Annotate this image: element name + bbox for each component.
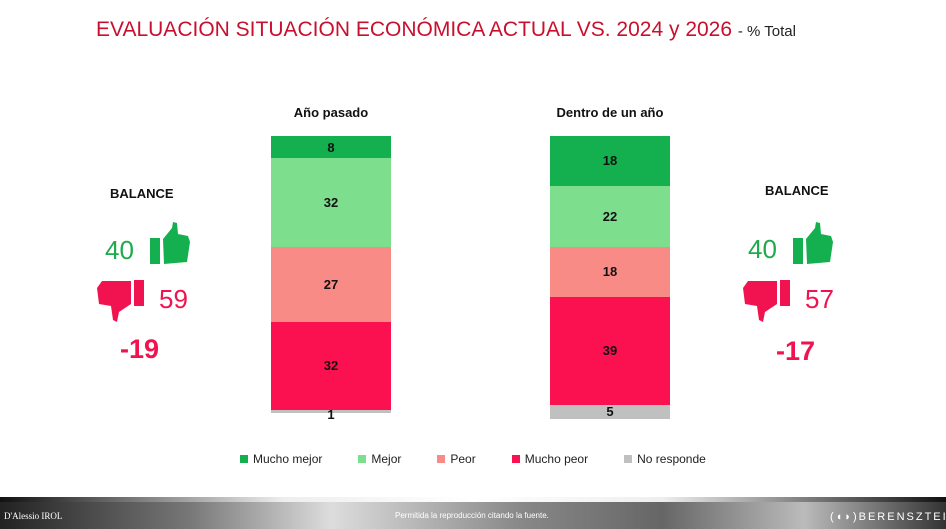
legend-item: Peor	[437, 452, 476, 466]
bar-segment-mejor: 32	[271, 158, 391, 247]
legend-item: Mejor	[358, 452, 401, 466]
berensztein-logo: (◖◗)BERENSZTEIN	[830, 511, 946, 523]
data-label: 39	[602, 343, 618, 359]
legend-swatch	[240, 455, 248, 463]
bar-segment-mejor: 22	[550, 185, 670, 247]
dalessio-logo: D'Alessio IROL	[4, 511, 63, 521]
footer: D'Alessio IROL Permitida la reproducción…	[0, 497, 946, 529]
legend-item: Mucho peor	[511, 452, 589, 466]
bar-segment-no-responde: 1	[271, 407, 391, 422]
balance-net-left: -19	[120, 334, 160, 364]
column-title-dentro-de-un-ano: Dentro de un año	[556, 105, 664, 120]
data-label: 22	[602, 208, 618, 224]
data-label: 8	[327, 139, 335, 155]
berensztein-logo-text: BERENSZTEIN	[858, 511, 946, 523]
legend-label: Mejor	[371, 452, 402, 466]
bar-segment-mucho-mejor: 8	[271, 136, 391, 159]
legend-label: No responde	[637, 452, 706, 466]
data-label: 5	[606, 404, 614, 420]
legend-label: Mucho mejor	[253, 452, 323, 466]
page-title: EVALUACIÓN SITUACIÓN ECONÓMICA ACTUAL VS…	[96, 18, 796, 42]
bar-segment-peor: 18	[550, 246, 670, 297]
data-label: 32	[323, 194, 339, 210]
legend-label: Peor	[450, 452, 476, 466]
balance-positive-right: 40	[748, 234, 777, 264]
bar-segment-mucho-mejor: 18	[550, 136, 670, 186]
column-title-ano-pasado: Año pasado	[293, 105, 369, 120]
legend-label: Mucho peor	[524, 452, 589, 466]
thumbs-down-icon	[743, 280, 790, 322]
legend-swatch	[624, 455, 633, 463]
bar-segment-no-responde: 5	[550, 404, 670, 420]
title-suffix: - % Total	[737, 23, 796, 40]
legend-item: No responde	[624, 452, 706, 466]
footer-note: Permitida la reproducción citando la fue…	[395, 511, 549, 520]
balance-negative-left: 59	[159, 284, 188, 314]
data-label: 27	[323, 276, 339, 292]
balance-net-right: -17	[776, 336, 816, 366]
data-label: 32	[323, 358, 339, 374]
thumbs-up-icon	[150, 222, 190, 264]
legend-item: Mucho mejor	[240, 452, 322, 466]
balance-label-left: BALANCE	[110, 186, 174, 201]
thumbs-down-icon	[97, 280, 144, 322]
data-label: 18	[602, 153, 618, 169]
bar-segment-mucho-peor: 32	[271, 321, 391, 411]
bar-segment-peor: 27	[271, 246, 391, 322]
data-label: 18	[602, 264, 618, 280]
balance-negative-right: 57	[805, 284, 834, 314]
data-label: 1	[327, 407, 335, 423]
title-main: EVALUACIÓN SITUACIÓN ECONÓMICA ACTUAL VS…	[96, 18, 733, 41]
bar-segment-mucho-peor: 39	[550, 296, 670, 405]
legend-swatch	[358, 455, 367, 463]
balance-label-right: BALANCE	[765, 183, 829, 198]
legend-swatch	[511, 455, 520, 463]
legend: Mucho mejor Mejor Peor Mucho peor No respond…	[240, 452, 742, 466]
balance-positive-left: 40	[105, 235, 134, 265]
legend-swatch	[437, 455, 446, 463]
thumbs-up-icon	[793, 222, 833, 264]
